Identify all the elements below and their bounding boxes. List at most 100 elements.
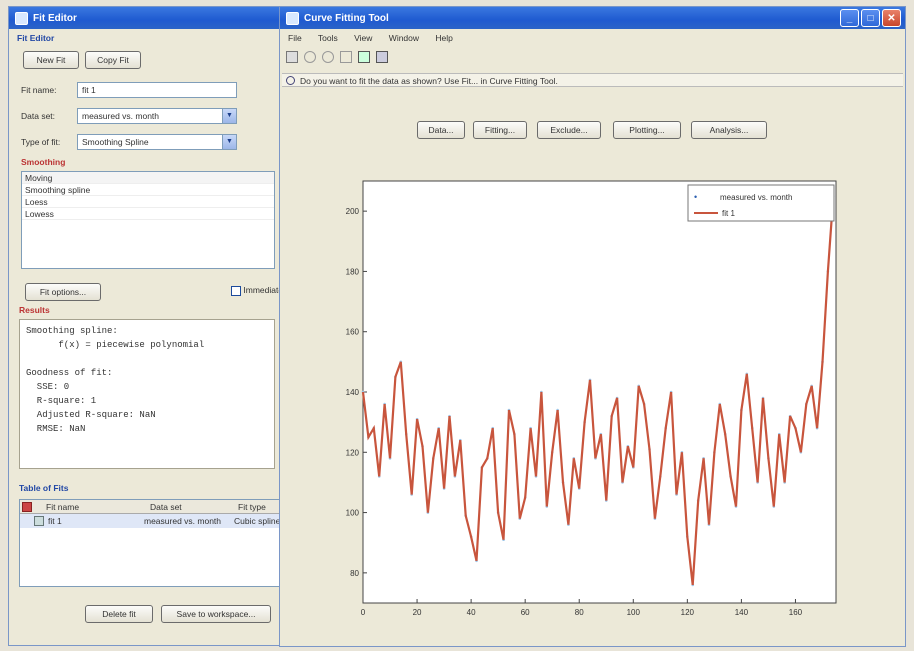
- list-item[interactable]: Moving: [22, 172, 274, 184]
- data-point: [577, 487, 581, 490]
- data-point: [615, 396, 619, 400]
- dataset-value: measured vs. month: [82, 111, 160, 121]
- info-icon: [286, 76, 295, 85]
- dataset-select[interactable]: measured vs. month ▼: [77, 108, 237, 124]
- delete-fit-button[interactable]: Delete fit: [85, 605, 153, 623]
- data-point: [610, 414, 613, 418]
- fitting-button[interactable]: Fitting...: [473, 121, 527, 139]
- data-point: [367, 435, 370, 439]
- legend-icon[interactable]: [358, 51, 370, 63]
- curve-fitting-window: Curve Fitting Tool _ □ ✕ File Tools View…: [279, 6, 906, 647]
- data-point: [815, 426, 819, 430]
- info-text: Do you want to fit the data as shown? Us…: [300, 76, 558, 86]
- data-point: [399, 360, 403, 364]
- menu-window[interactable]: Window: [388, 33, 420, 43]
- checkbox-icon[interactable]: [231, 285, 241, 296]
- data-point: [734, 505, 738, 508]
- grid-icon[interactable]: [376, 51, 388, 63]
- data-point: [556, 408, 559, 412]
- fit-options-button[interactable]: Fit options...: [25, 283, 101, 301]
- fit-editor-titlebar[interactable]: Fit Editor: [9, 7, 279, 29]
- menu-tools[interactable]: Tools: [317, 33, 338, 43]
- row-fit-type: Cubic spline: [234, 516, 281, 526]
- x-tick-label: 100: [627, 608, 641, 617]
- data-point: [831, 194, 835, 198]
- list-item[interactable]: Lowess: [22, 208, 274, 220]
- fit-line: [361, 196, 835, 586]
- row-dataset: measured vs. month: [144, 516, 222, 526]
- zoom-in-icon[interactable]: [304, 51, 316, 63]
- x-tick-label: 140: [735, 608, 749, 617]
- data-point: [772, 505, 776, 508]
- data-point: [496, 511, 500, 514]
- y-tick-label: 140: [346, 388, 360, 397]
- menu-file[interactable]: File: [288, 33, 302, 43]
- data-point: [702, 457, 705, 460]
- list-item[interactable]: Loess: [22, 196, 274, 208]
- data-point: [621, 481, 624, 484]
- data-point: [713, 450, 716, 454]
- data-point: [783, 481, 786, 484]
- data-point: [718, 402, 722, 406]
- curve-fitting-titlebar[interactable]: Curve Fitting Tool _ □ ✕: [280, 7, 905, 29]
- data-point: [442, 487, 446, 490]
- pan-icon[interactable]: [340, 51, 352, 63]
- maximize-icon[interactable]: □: [861, 9, 880, 27]
- data-point: [561, 481, 565, 484]
- copy-fit-button[interactable]: Copy Fit: [85, 51, 141, 69]
- fit-name-field[interactable]: fit 1: [77, 82, 237, 98]
- table-row[interactable]: fit 1 measured vs. month Cubic spline: [20, 514, 280, 528]
- data-point: [599, 432, 603, 436]
- data-point: [696, 499, 700, 502]
- data-point: [767, 457, 770, 460]
- fit-editor-window: Fit Editor Fit Editor New Fit Copy Fit F…: [8, 6, 306, 646]
- close-icon[interactable]: ✕: [882, 9, 901, 27]
- col-fit-type[interactable]: Fit type: [238, 502, 266, 512]
- data-point: [745, 372, 749, 376]
- menu-view[interactable]: View: [354, 33, 373, 43]
- fit-plot[interactable]: 0 20 40 60 80 100 120 140 160 80 100 120 140 160 180 20…: [280, 7, 907, 648]
- save-workspace-button[interactable]: Save to workspace...: [161, 605, 271, 623]
- data-point: [821, 360, 824, 364]
- analysis-button[interactable]: Analysis...: [691, 121, 767, 139]
- fit-editor-section: Fit Editor: [17, 33, 55, 43]
- data-point: [459, 438, 462, 442]
- chevron-down-icon[interactable]: ▼: [222, 109, 236, 123]
- menu-help[interactable]: Help: [435, 33, 453, 43]
- exclude-button[interactable]: Exclude...: [537, 121, 601, 139]
- zoom-out-icon[interactable]: [322, 51, 334, 63]
- fit-name-label: Fit name:: [21, 85, 57, 95]
- y-tick-label: 200: [346, 207, 360, 216]
- fit-type-select[interactable]: Smoothing Spline ▼: [77, 134, 237, 150]
- chevron-down-icon[interactable]: ▼: [222, 135, 236, 149]
- y-tick-label: 160: [346, 328, 360, 337]
- data-point: [631, 466, 635, 469]
- plotting-button[interactable]: Plotting...: [613, 121, 681, 139]
- app-icon: [15, 11, 28, 25]
- data-point: [604, 499, 608, 502]
- fit-type-list[interactable]: Moving Smoothing spline Loess Lowess: [21, 171, 275, 269]
- y-tick-label: 100: [346, 509, 360, 518]
- checkbox-icon[interactable]: [34, 516, 44, 526]
- y-tick-label: 120: [346, 448, 360, 457]
- print-icon[interactable]: [286, 51, 298, 63]
- fit-type-label: Type of fit:: [21, 137, 61, 147]
- new-fit-button[interactable]: New Fit: [23, 51, 79, 69]
- fit-editor-title: Fit Editor: [33, 12, 77, 24]
- immediate-apply-checkbox[interactable]: Immediate apply: [231, 285, 306, 296]
- minimize-icon[interactable]: _: [840, 9, 859, 27]
- data-point: [729, 475, 732, 478]
- data-point: [486, 457, 489, 460]
- data-button[interactable]: Data...: [417, 121, 465, 139]
- data-point: [469, 535, 473, 538]
- col-dataset[interactable]: Data set: [150, 502, 182, 512]
- col-fit-name[interactable]: Fit name: [46, 502, 80, 512]
- smoothing-header: Smoothing: [21, 157, 66, 167]
- data-point: [691, 583, 695, 587]
- data-point: [453, 475, 457, 478]
- legend-entry-fit: fit 1: [722, 209, 735, 218]
- list-item[interactable]: Smoothing spline: [22, 184, 274, 196]
- data-point: [518, 517, 522, 520]
- legend-box: [687, 184, 835, 222]
- data-point: [464, 514, 468, 517]
